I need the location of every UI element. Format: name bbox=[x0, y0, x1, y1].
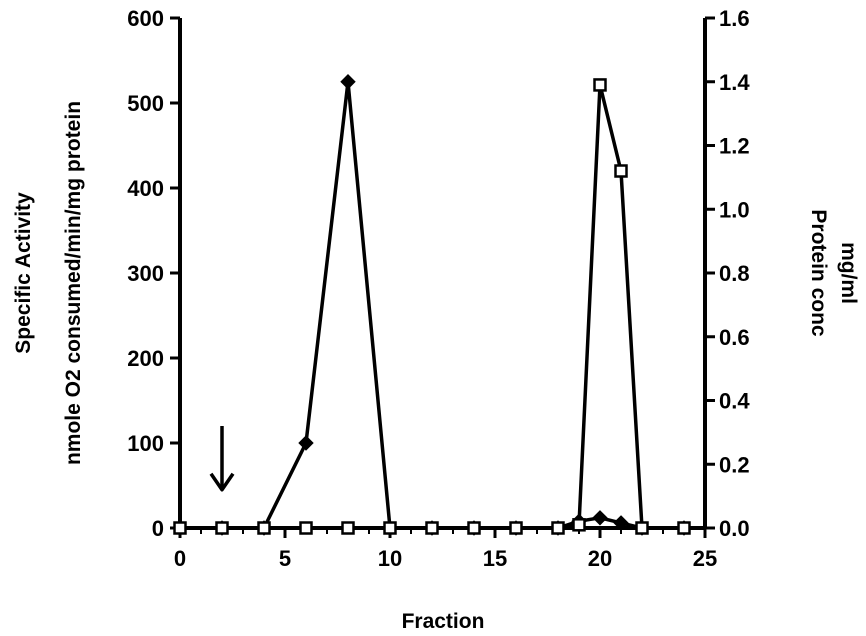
square-marker bbox=[259, 523, 270, 534]
square-marker bbox=[679, 523, 690, 534]
square-marker bbox=[574, 519, 585, 530]
square-marker bbox=[595, 79, 606, 90]
left-y-axis-label-line1: Specific Activity bbox=[12, 192, 35, 354]
series-lines bbox=[180, 82, 684, 528]
right-y-tick-label: 1.0 bbox=[719, 197, 750, 222]
square-marker bbox=[616, 166, 627, 177]
left-y-axis-ticks: 0 100 200 300 400 500 600 bbox=[127, 6, 180, 541]
square-marker bbox=[301, 523, 312, 534]
left-y-tick-label: 0 bbox=[152, 516, 164, 541]
right-y-axis-label-line2: mg/ml bbox=[837, 242, 860, 304]
right-y-tick-label: 1.2 bbox=[719, 134, 750, 159]
right-y-tick-label: 0.6 bbox=[719, 325, 750, 350]
left-y-axis-label-line2: nmole O2 consumed/min/mg protein bbox=[62, 101, 85, 465]
square-marker bbox=[427, 523, 438, 534]
annotations bbox=[211, 426, 233, 490]
right-y-tick-label: 0.8 bbox=[719, 261, 750, 286]
square-marker bbox=[637, 523, 648, 534]
x-tick-label: 20 bbox=[588, 546, 612, 571]
right-y-tick-label: 0.0 bbox=[719, 516, 750, 541]
x-tick-label: 25 bbox=[693, 546, 717, 571]
square-marker bbox=[469, 523, 480, 534]
x-tick-label: 10 bbox=[378, 546, 402, 571]
left-y-tick-label: 400 bbox=[127, 176, 164, 201]
left-y-tick-label: 300 bbox=[127, 261, 164, 286]
series-line-2 bbox=[180, 85, 684, 528]
right-y-tick-label: 1.6 bbox=[719, 6, 750, 31]
right-y-tick-label: 1.4 bbox=[719, 70, 750, 95]
right-y-tick-label: 0.4 bbox=[719, 389, 750, 414]
diamond-marker bbox=[593, 511, 607, 525]
square-marker bbox=[217, 523, 228, 534]
square-marker bbox=[385, 523, 396, 534]
square-marker bbox=[343, 523, 354, 534]
x-tick-label: 5 bbox=[279, 546, 291, 571]
square-marker bbox=[175, 523, 186, 534]
x-axis-label: Fraction bbox=[402, 610, 485, 633]
square-marker bbox=[553, 523, 564, 534]
right-y-tick-label: 0.2 bbox=[719, 452, 750, 477]
x-tick-label: 0 bbox=[174, 546, 186, 571]
x-tick-label: 15 bbox=[483, 546, 507, 571]
left-y-tick-label: 100 bbox=[127, 431, 164, 456]
left-y-tick-label: 600 bbox=[127, 6, 164, 31]
square-marker bbox=[511, 523, 522, 534]
right-y-axis-label-line1: Protein conc bbox=[807, 209, 830, 337]
diamond-marker bbox=[299, 436, 313, 450]
series-line-1 bbox=[180, 82, 684, 528]
diamond-marker bbox=[341, 75, 355, 89]
left-y-tick-label: 500 bbox=[127, 91, 164, 116]
right-y-axis-ticks: 0.0 0.2 0.4 0.6 0.8 1.0 1.2 1.4 1.6 bbox=[705, 6, 750, 541]
left-y-tick-label: 200 bbox=[127, 346, 164, 371]
